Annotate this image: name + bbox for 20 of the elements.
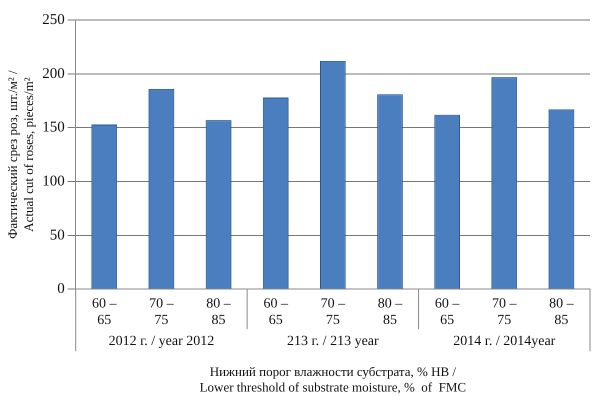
x-tick-label: 70 – 75 — [492, 296, 518, 328]
y-tick-label: 50 — [50, 227, 65, 244]
y-tick-label: 200 — [42, 66, 65, 82]
y-axis-title: Фактический срез роз, шт./м² / Actual cut of roses, pieces/m² — [5, 70, 36, 239]
x-tick-label: 70 – 75 — [149, 296, 175, 328]
x-tick-label: 80 – 85 — [206, 296, 232, 328]
text: 2012 г. / year 2012 — [108, 334, 214, 349]
x-tick-label: 70 – 75 — [320, 296, 346, 328]
y-tick-label: 250 — [42, 12, 65, 28]
x-tick-label: 80 – 85 — [549, 296, 575, 328]
x-tick-label: 60 – 65 — [263, 296, 289, 328]
text: 2014 г. / 2014year — [453, 334, 556, 349]
x-tick-label: 60 – 65 — [434, 296, 460, 328]
x-axis-title: Нижний порог влажности субстрата, % HB / Lower threshold of substrate moisture, % of FMC — [200, 364, 466, 395]
y-tick-label: 0 — [57, 281, 65, 298]
text: 213 г. / 213 year — [287, 334, 379, 349]
x-tick-label: 60 – 65 — [92, 296, 118, 328]
y-tick-label: 100 — [42, 173, 65, 190]
y-tick-label: 150 — [42, 120, 65, 136]
x-tick-label: 80 – 85 — [378, 296, 404, 328]
